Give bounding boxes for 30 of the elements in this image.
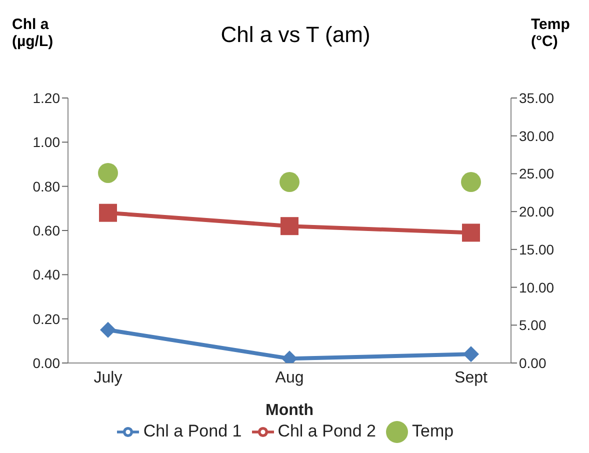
y2-tick-label: 35.00	[519, 90, 554, 106]
point	[99, 204, 117, 222]
y2-tick-label: 30.00	[519, 128, 554, 144]
y-axis-title: Chl a (µg/L)	[12, 16, 54, 50]
x-tick-label: July	[94, 369, 122, 386]
legend-label: Chl a Pond 1	[143, 421, 242, 440]
x-tick-label: Aug	[275, 369, 304, 386]
legend-label: Chl a Pond 2	[278, 421, 376, 440]
y-tick-label: 1.00	[32, 134, 60, 150]
y2-tick-label: 15.00	[519, 241, 554, 258]
y2-tick-label: 20.00	[519, 204, 554, 220]
point	[100, 322, 116, 338]
y-tick-label: 0.80	[32, 178, 60, 194]
point	[462, 224, 480, 242]
y-tick-label: 1.20	[32, 90, 60, 106]
y-tick-label: 0.20	[32, 310, 60, 327]
legend-label: Temp	[412, 421, 454, 440]
x-tick-label: Sept	[454, 369, 488, 386]
y2-tick-label: 0.00	[519, 354, 546, 371]
y-tick-label: 0.00	[32, 354, 60, 371]
y-tick-label: 0.60	[32, 222, 60, 238]
point	[280, 217, 298, 236]
y2-tick-label: 25.00	[519, 166, 554, 182]
y2-tick-label: 10.00	[519, 279, 554, 296]
x-axis-title: Month	[266, 402, 314, 419]
y2-axis-title: Temp (°C)	[531, 16, 571, 50]
y-tick-label: 0.40	[32, 266, 60, 283]
point	[463, 346, 479, 362]
y2-tick-label: 5.00	[519, 317, 546, 334]
chart-title: Chl a vs T (am)	[220, 22, 370, 47]
